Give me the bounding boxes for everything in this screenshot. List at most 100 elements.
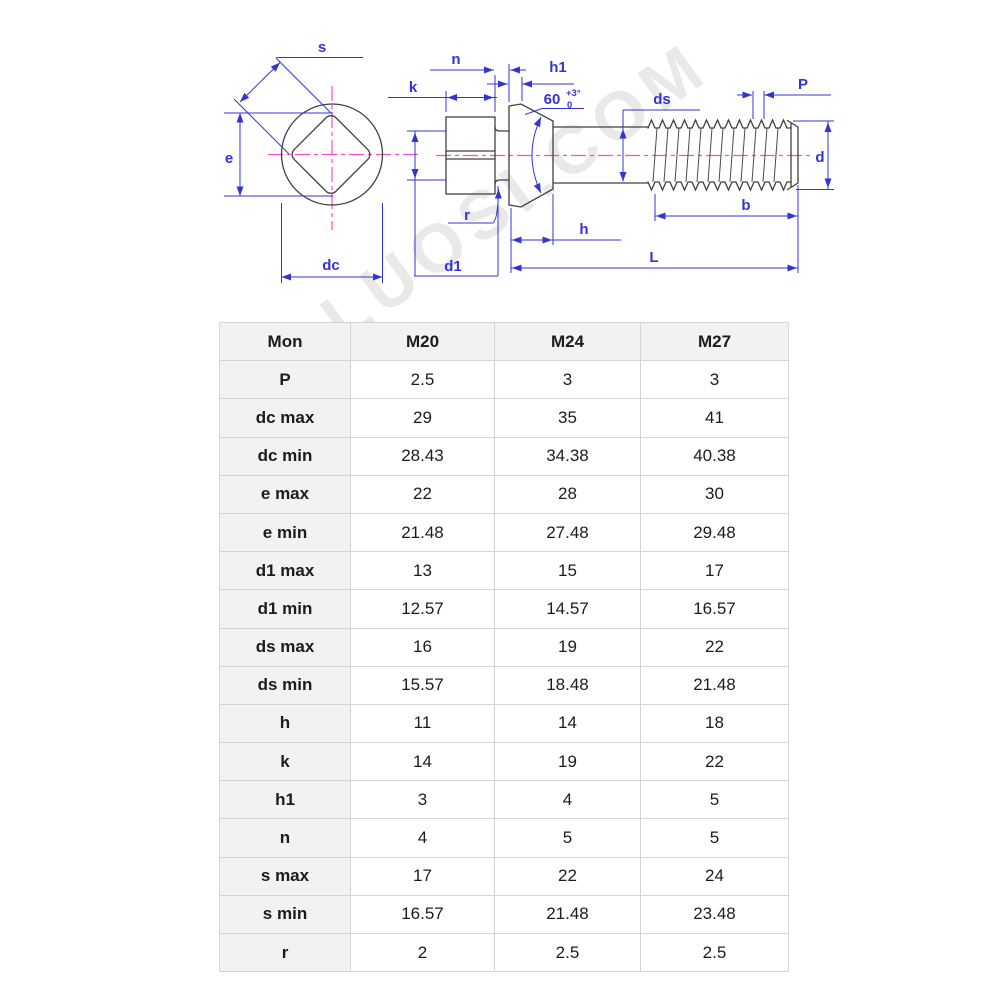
table-cell: 11 [350, 703, 495, 744]
table-row: s min 16.57 21.48 23.48 [219, 894, 789, 935]
dim-label-angle-tol-plus: +3° [566, 88, 581, 99]
table-cell: 2.5 [494, 932, 641, 973]
row-label: n [219, 818, 351, 858]
table-cell: 3 [494, 360, 641, 400]
table-row: h1 3 4 5 [219, 780, 789, 820]
table-cell: 4 [350, 818, 495, 858]
table-cell: 18 [640, 703, 789, 744]
table-cell: 29 [350, 398, 495, 438]
table-cell: 21.48 [350, 512, 495, 553]
spec-table-header: Mon M20 M24 M27 [219, 321, 789, 362]
table-cell: 13 [350, 551, 495, 591]
row-label: h1 [219, 780, 351, 820]
table-cell: 19 [494, 627, 641, 667]
table-cell: 29.48 [640, 512, 789, 553]
table-cell: 21.48 [640, 665, 789, 705]
dim-label-h: h [579, 221, 588, 238]
column-header: M27 [640, 321, 789, 362]
table-row: r 2 2.5 2.5 [219, 932, 789, 973]
dimensions-front: s e dc [224, 39, 383, 283]
table-cell: 34.38 [494, 436, 641, 476]
table-cell: 16.57 [640, 589, 789, 629]
column-header: Mon [219, 321, 351, 362]
row-label: s max [219, 856, 351, 896]
row-label: e max [219, 474, 351, 514]
table-cell: 15 [494, 551, 641, 591]
row-label: d1 min [219, 589, 351, 629]
table-cell: 5 [494, 818, 641, 858]
dim-label-d1: d1 [444, 258, 462, 275]
table-cell: 24 [640, 856, 789, 896]
table-row: dc max 29 35 41 [219, 398, 789, 438]
table-cell: 14 [350, 742, 495, 782]
table-cell: 22 [494, 856, 641, 896]
dim-label-h1: h1 [549, 59, 567, 76]
table-cell: 2 [350, 932, 495, 973]
table-cell: 14 [494, 703, 641, 744]
table-row: k 14 19 22 [219, 742, 789, 782]
table-row: h 11 14 18 [219, 703, 789, 744]
table-cell: 35 [494, 398, 641, 438]
row-label: P [219, 360, 351, 400]
table-cell: 17 [350, 856, 495, 896]
dim-label-r: r [464, 207, 470, 224]
table-cell: 3 [350, 780, 495, 820]
spec-table: Mon M20 M24 M27 P 2.5 3 3 dc max 29 35 41 dc min 28.… [219, 321, 789, 973]
spec-table-body: P 2.5 3 3 dc max 29 35 41 dc min 28.43 34.38 40.38 e… [219, 360, 789, 973]
row-label: ds min [219, 665, 351, 705]
table-cell: 40.38 [640, 436, 789, 476]
table-cell: 23.48 [640, 894, 789, 935]
table-cell: 22 [640, 627, 789, 667]
row-label: k [219, 742, 351, 782]
table-cell: 16.57 [350, 894, 495, 935]
table-row: P 2.5 3 3 [219, 360, 789, 400]
row-label: h [219, 703, 351, 744]
centerlines [268, 86, 810, 230]
row-label: r [219, 932, 351, 973]
table-cell: 28 [494, 474, 641, 514]
table-cell: 18.48 [494, 665, 641, 705]
dim-label-b: b [741, 197, 750, 214]
row-label: ds max [219, 627, 351, 667]
table-row: d1 min 12.57 14.57 16.57 [219, 589, 789, 629]
row-label: dc min [219, 436, 351, 476]
table-cell: 16 [350, 627, 495, 667]
table-cell: 4 [494, 780, 641, 820]
table-cell: 28.43 [350, 436, 495, 476]
row-label: e min [219, 512, 351, 553]
dim-label-dc: dc [322, 257, 340, 274]
dim-label-ds: ds [653, 91, 671, 108]
dim-label-s: s [318, 39, 326, 56]
dim-label-e: e [225, 150, 233, 167]
square-drive [291, 115, 371, 194]
dimensions-side: k n h1 60 +3° 0 [388, 51, 834, 277]
table-row: d1 max 13 15 17 [219, 551, 789, 591]
bolt-side-view [445, 103, 799, 208]
table-row: e max 22 28 30 [219, 474, 789, 514]
table-row: ds min 15.57 18.48 21.48 [219, 665, 789, 705]
dim-label-angle: 60 [544, 91, 561, 108]
dim-label-angle-tol-zero: 0 [567, 100, 572, 111]
table-cell: 12.57 [350, 589, 495, 629]
table-cell: 27.48 [494, 512, 641, 553]
technical-drawing: s e dc k n [224, 39, 834, 283]
head-circle [280, 103, 384, 206]
row-label: dc max [219, 398, 351, 438]
table-header-row: Mon M20 M24 M27 [219, 321, 789, 362]
table-cell: 2.5 [350, 360, 495, 400]
table-row: ds max 16 19 22 [219, 627, 789, 667]
column-header: M20 [350, 321, 495, 362]
head-side [445, 116, 496, 195]
table-cell: 5 [640, 780, 789, 820]
column-header: M24 [494, 321, 641, 362]
table-cell: 19 [494, 742, 641, 782]
thread-section [647, 118, 799, 192]
table-cell: 22 [640, 742, 789, 782]
table-cell: 3 [640, 360, 789, 400]
dim-label-k: k [409, 79, 418, 96]
table-cell: 22 [350, 474, 495, 514]
table-cell: 30 [640, 474, 789, 514]
table-row: s max 17 22 24 [219, 856, 789, 896]
